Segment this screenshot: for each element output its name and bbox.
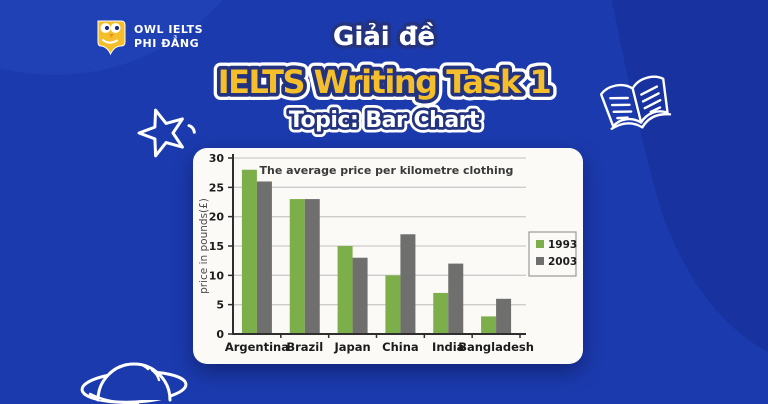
topic-text-outline-outer: Topic: Bar Chart — [289, 108, 480, 133]
subtitle-text-outline: Giải đề — [333, 21, 435, 52]
legend-swatch-2003 — [536, 257, 544, 265]
open-book-icon — [599, 75, 672, 130]
brand-line2: PHI ĐẲNG — [134, 37, 200, 50]
topic-text-outline-inner: Topic: Bar Chart — [289, 108, 480, 133]
bar-1993-India — [433, 292, 449, 334]
main-title-text: IELTS Writing Task 1 — [218, 63, 551, 101]
y-tick-label: 30 — [209, 152, 225, 165]
topic-text: Topic: Bar Chart — [289, 108, 480, 133]
background-dark-blob — [612, 0, 768, 352]
y-tick-label: 15 — [209, 240, 224, 253]
bar-2003-China — [400, 234, 416, 334]
x-category-label: Japan — [333, 340, 370, 354]
x-category-label: Bangladesh — [458, 340, 534, 354]
headline: Giải đề Giải đề IELTS Writing Task 1 IEL… — [211, 18, 559, 139]
legend-label-1993: 1993 — [548, 239, 577, 251]
x-category-label: India — [432, 340, 464, 354]
legend-label-2003: 2003 — [548, 256, 577, 268]
bar-2003-Japan — [352, 257, 368, 334]
bar-2003-Brazil — [304, 199, 320, 334]
subtitle-text: Giải đề — [333, 21, 435, 52]
y-tick-label: 10 — [209, 269, 225, 282]
star-icon — [137, 108, 196, 158]
bar-1993-China — [385, 275, 401, 334]
bar-1993-Bangladesh — [481, 316, 497, 334]
legend-box — [528, 231, 577, 277]
main-title-outline-outer: IELTS Writing Task 1 — [218, 63, 551, 101]
y-tick-label: 0 — [216, 328, 224, 341]
planet-icon — [80, 362, 188, 404]
bar-1993-Argentina — [241, 169, 257, 334]
x-category-label: Brazil — [286, 340, 323, 354]
y-tick-label: 5 — [216, 299, 224, 312]
bar-2003-Argentina — [256, 181, 272, 334]
bar-2003-India — [448, 263, 464, 334]
brand-line1: OWL IELTS — [134, 22, 204, 36]
owl-logo-icon — [97, 20, 126, 56]
main-title-outline-inner: IELTS Writing Task 1 — [218, 63, 551, 101]
x-category-label: Argentina — [225, 340, 289, 354]
x-category-label: China — [382, 340, 419, 354]
y-tick-label: 25 — [209, 181, 224, 194]
bar-2003-Bangladesh — [496, 298, 512, 334]
brand-logo: OWL IELTS PHI ĐẲNG — [94, 18, 203, 56]
bar-1993-Brazil — [289, 199, 305, 334]
y-axis-label: price in pounds(£) — [198, 198, 210, 294]
legend-swatch-1993 — [536, 240, 544, 248]
chart-card: 0 5 10 15 20 25 30 Argentina Brazil Japan China Ind… — [193, 148, 583, 364]
y-tick-label: 20 — [209, 211, 225, 224]
chart-title: The average price per kilometre clothing — [260, 164, 514, 177]
bar-1993-Japan — [337, 246, 353, 334]
